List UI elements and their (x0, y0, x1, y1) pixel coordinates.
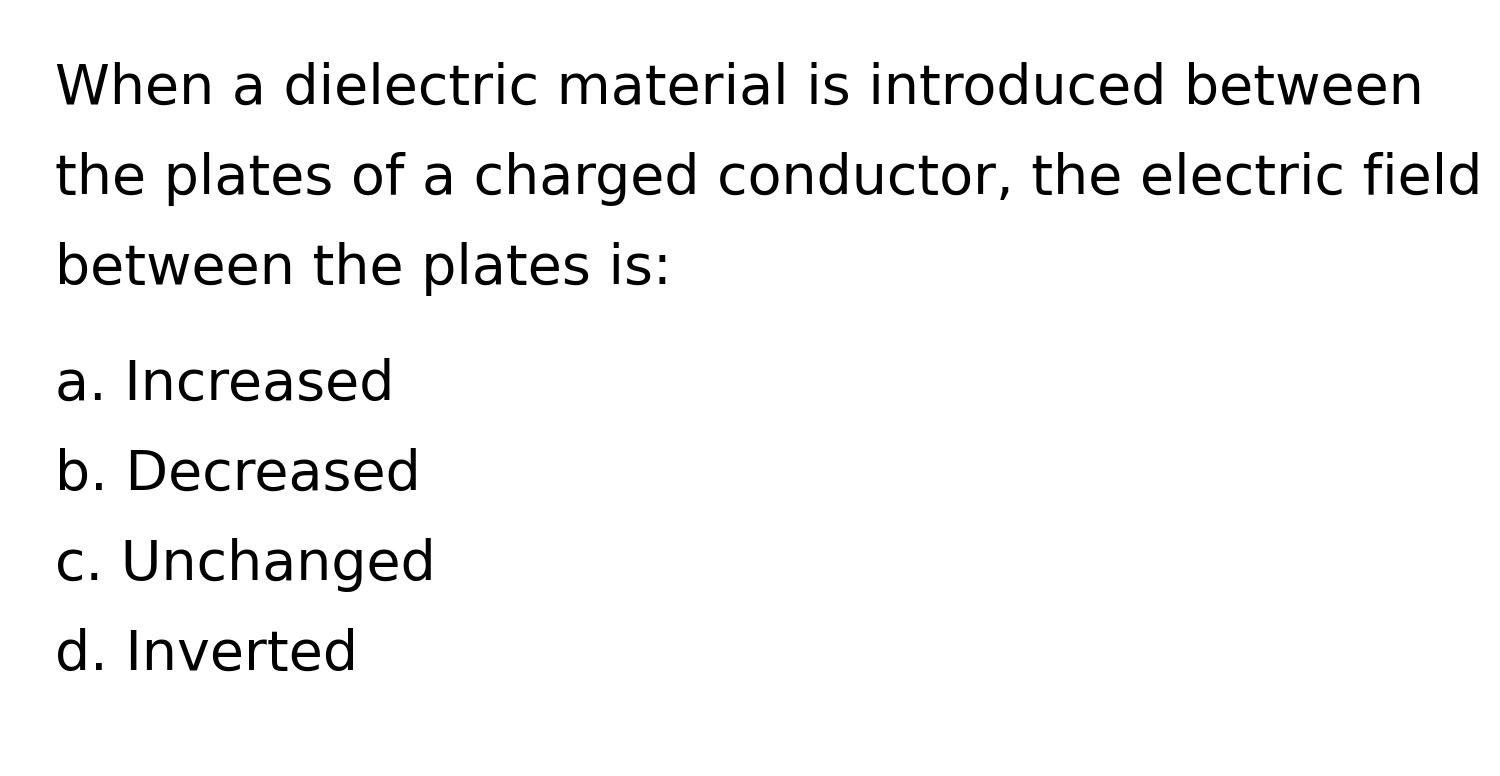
Text: the plates of a charged conductor, the electric field: the plates of a charged conductor, the e… (56, 152, 1482, 206)
Text: d. Inverted: d. Inverted (56, 628, 358, 682)
Text: b. Decreased: b. Decreased (56, 448, 420, 502)
Text: a. Increased: a. Increased (56, 358, 394, 412)
Text: c. Unchanged: c. Unchanged (56, 538, 435, 592)
Text: When a dielectric material is introduced between: When a dielectric material is introduced… (56, 62, 1423, 116)
Text: between the plates is:: between the plates is: (56, 242, 672, 296)
